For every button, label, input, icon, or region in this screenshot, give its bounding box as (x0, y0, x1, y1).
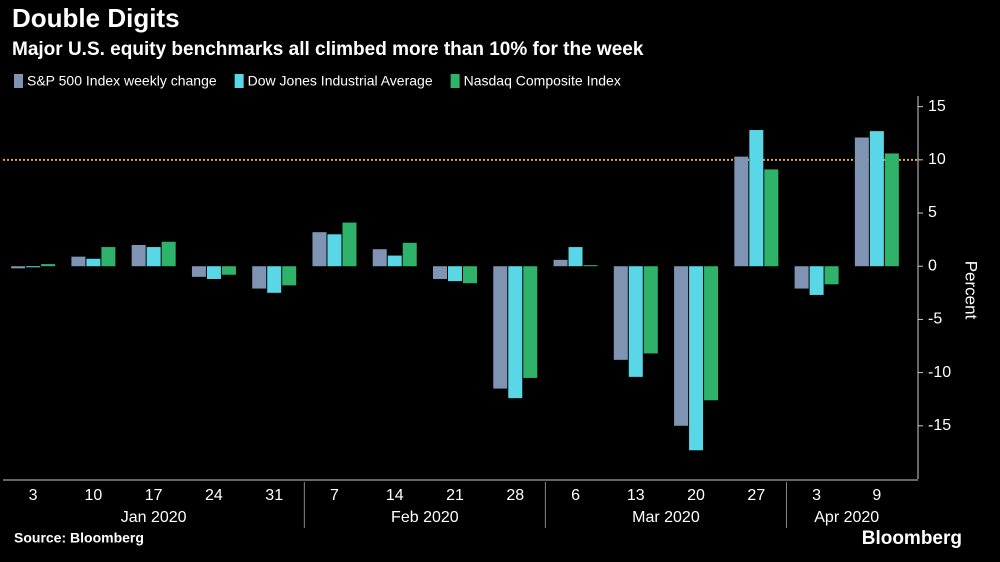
bar (101, 247, 116, 267)
x-tick-label: 14 (386, 487, 404, 504)
bar (206, 266, 221, 279)
x-tick-label: 17 (145, 487, 163, 504)
bar (41, 264, 56, 267)
bar (764, 169, 779, 267)
bar (342, 222, 357, 267)
y-tick-label: 15 (928, 98, 946, 115)
x-tick-label: 20 (687, 487, 705, 504)
bar (402, 242, 417, 267)
bar (643, 266, 658, 354)
bar (221, 266, 236, 275)
bar (86, 258, 101, 267)
x-group-label: Feb 2020 (391, 509, 459, 526)
legend-swatch (450, 74, 460, 88)
bar (267, 266, 282, 293)
bar (433, 266, 447, 279)
bar (734, 156, 749, 267)
source: Source: Bloomberg (14, 530, 144, 546)
bar (312, 232, 327, 267)
bar (749, 130, 764, 267)
y-axis-label: Percent (962, 261, 981, 320)
bar (71, 256, 86, 267)
x-tick-label: 3 (812, 487, 821, 504)
bar (674, 266, 689, 426)
x-tick-label: 27 (747, 487, 765, 504)
legend-label: Dow Jones Industrial Average (248, 73, 433, 89)
bar (448, 266, 462, 282)
x-tick-label: 13 (627, 487, 645, 504)
bar (11, 266, 26, 269)
bar (884, 153, 899, 267)
x-tick-label: 31 (265, 487, 283, 504)
x-group-label: Mar 2020 (632, 509, 700, 526)
y-tick-label: -5 (928, 311, 942, 328)
bar (628, 266, 643, 377)
x-group-label: Apr 2020 (814, 509, 879, 526)
x-tick-label: 7 (330, 487, 339, 504)
x-tick-label: 28 (506, 487, 524, 504)
y-tick-label: -10 (928, 364, 951, 381)
legend-swatch (14, 74, 23, 88)
bar (523, 266, 538, 378)
bar (463, 266, 477, 284)
bar (493, 266, 508, 389)
bar (553, 259, 568, 267)
bar (854, 137, 869, 267)
bar (583, 265, 598, 267)
y-tick-label: 5 (928, 204, 937, 221)
bar (252, 266, 267, 289)
bar (372, 249, 387, 267)
legend-swatch (234, 74, 244, 88)
x-tick-label: 21 (446, 487, 464, 504)
x-tick-label: 3 (29, 487, 38, 504)
bar (809, 266, 824, 295)
bar (191, 266, 206, 277)
legend-label: S&P 500 Index weekly change (27, 73, 217, 89)
chart-subtitle: Major U.S. equity benchmarks all climbed… (12, 39, 644, 60)
brand: Bloomberg (862, 528, 962, 549)
bar (869, 131, 884, 267)
bar (282, 266, 297, 286)
bar (704, 266, 719, 401)
bar (131, 244, 146, 267)
bar (508, 266, 523, 399)
bar (387, 255, 402, 267)
bar (568, 247, 583, 267)
x-tick-label: 6 (571, 487, 580, 504)
chart-title: Double Digits (12, 3, 180, 33)
bar (26, 266, 41, 268)
x-group-label: Jan 2020 (121, 509, 187, 526)
y-tick-label: -15 (928, 417, 951, 434)
x-tick-label: 9 (872, 487, 881, 504)
bar (327, 234, 342, 267)
x-tick-label: 10 (85, 487, 103, 504)
y-tick-label: 10 (928, 151, 946, 168)
y-tick-label: 0 (928, 257, 937, 274)
bar (824, 266, 839, 285)
bar (161, 241, 176, 267)
bar (689, 266, 704, 451)
bar (613, 266, 628, 360)
bar (794, 266, 809, 289)
legend-label: Nasdaq Composite Index (464, 73, 621, 89)
bar (146, 247, 161, 267)
x-tick-label: 24 (205, 487, 223, 504)
